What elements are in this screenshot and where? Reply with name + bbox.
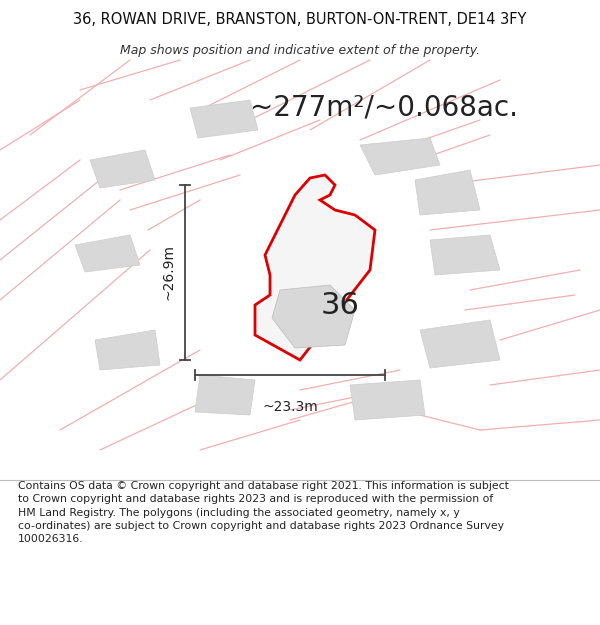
Polygon shape — [350, 380, 425, 420]
Polygon shape — [190, 100, 258, 138]
Text: 36, ROWAN DRIVE, BRANSTON, BURTON-ON-TRENT, DE14 3FY: 36, ROWAN DRIVE, BRANSTON, BURTON-ON-TRE… — [73, 12, 527, 27]
Text: ~277m²/~0.068ac.: ~277m²/~0.068ac. — [250, 94, 518, 122]
Polygon shape — [420, 320, 500, 368]
Polygon shape — [195, 375, 255, 415]
Polygon shape — [95, 330, 160, 370]
Polygon shape — [255, 175, 375, 360]
Text: Contains OS data © Crown copyright and database right 2021. This information is : Contains OS data © Crown copyright and d… — [18, 481, 509, 544]
Polygon shape — [415, 170, 480, 215]
Text: ~23.3m: ~23.3m — [262, 400, 318, 414]
Text: ~26.9m: ~26.9m — [161, 244, 175, 300]
Polygon shape — [360, 138, 440, 175]
Text: 36: 36 — [320, 291, 359, 319]
Polygon shape — [75, 235, 140, 272]
Polygon shape — [430, 235, 500, 275]
Polygon shape — [90, 150, 155, 188]
Text: Map shows position and indicative extent of the property.: Map shows position and indicative extent… — [120, 44, 480, 57]
Polygon shape — [272, 285, 355, 348]
